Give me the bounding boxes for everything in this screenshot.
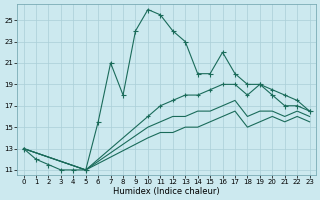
X-axis label: Humidex (Indice chaleur): Humidex (Indice chaleur) [113,187,220,196]
